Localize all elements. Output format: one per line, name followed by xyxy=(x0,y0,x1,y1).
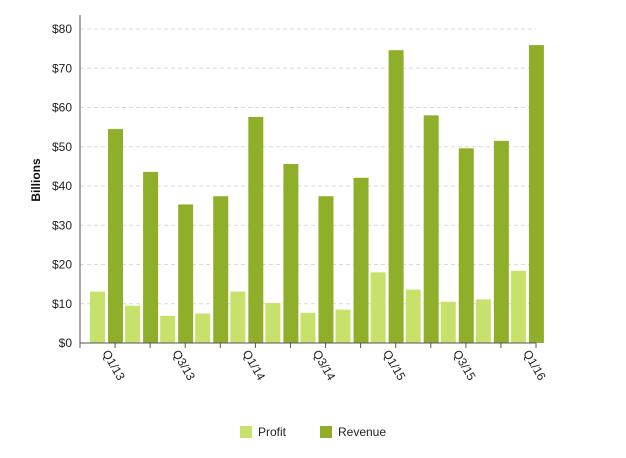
legend-label-profit: Profit xyxy=(257,425,286,439)
x-tick-label: Q3/14 xyxy=(310,348,339,384)
y-tick-label: $0 xyxy=(59,336,73,350)
y-tick-label: $10 xyxy=(52,297,72,311)
bar-profit[interactable] xyxy=(510,270,526,343)
bar-revenue[interactable] xyxy=(318,196,334,343)
bar-profit[interactable] xyxy=(370,272,386,343)
bar-revenue[interactable] xyxy=(528,45,544,343)
legend-swatch-profit xyxy=(239,426,252,438)
bar-revenue[interactable] xyxy=(493,140,509,343)
bar-profit[interactable] xyxy=(335,309,351,343)
bar-profit[interactable] xyxy=(475,299,491,343)
bars xyxy=(90,45,544,343)
y-axis-label: Billions xyxy=(29,158,43,202)
bar-revenue[interactable] xyxy=(388,50,404,343)
bar-revenue[interactable] xyxy=(423,115,439,343)
bar-profit[interactable] xyxy=(160,315,176,343)
bar-profit[interactable] xyxy=(300,312,316,343)
bar-profit[interactable] xyxy=(440,301,456,343)
bar-revenue[interactable] xyxy=(353,177,369,343)
y-tick-label: $40 xyxy=(52,179,72,193)
bar-profit[interactable] xyxy=(125,305,141,343)
bar-revenue[interactable] xyxy=(108,129,123,343)
x-tick-label: Q3/13 xyxy=(170,348,199,384)
y-tick-label: $80 xyxy=(52,22,72,36)
bar-revenue[interactable] xyxy=(283,164,299,343)
bar-profit[interactable] xyxy=(230,291,246,343)
x-tick-label: Q1/14 xyxy=(240,348,269,384)
y-tick-label: $30 xyxy=(52,218,72,232)
y-tick-label: $20 xyxy=(52,258,72,272)
y-tick-label: $70 xyxy=(52,61,72,75)
bar-profit[interactable] xyxy=(405,289,421,343)
legend-item-profit[interactable]: Profit xyxy=(239,425,286,439)
x-tick-label: Q1/13 xyxy=(99,348,128,384)
bar-revenue[interactable] xyxy=(143,171,159,343)
y-axis-ticks: $0 $10 $20 $30 $40 $50 $60 $70 $80 xyxy=(52,22,72,350)
bar-profit[interactable] xyxy=(90,291,105,343)
x-tick-label: Q1/15 xyxy=(380,348,409,384)
legend-swatch-revenue xyxy=(319,426,332,438)
bar-profit[interactable] xyxy=(195,313,211,343)
bar-profit[interactable] xyxy=(265,302,281,343)
bar-revenue[interactable] xyxy=(178,204,194,343)
bar-revenue[interactable] xyxy=(248,116,264,343)
legend-item-revenue[interactable]: Revenue xyxy=(319,425,387,439)
x-tick-label: Q1/16 xyxy=(520,348,549,384)
x-axis-ticks: Q1/13 Q3/13 Q1/14 Q3/14 Q1/15 Q3/15 Q1/16 xyxy=(79,343,549,384)
y-tick-label: $50 xyxy=(52,140,72,154)
bar-revenue[interactable] xyxy=(213,196,229,343)
legend: Profit Revenue xyxy=(0,425,626,439)
x-tick-label: Q3/15 xyxy=(450,348,479,384)
bar-revenue[interactable] xyxy=(458,148,474,343)
y-tick-label: $60 xyxy=(52,101,72,115)
legend-label-revenue: Revenue xyxy=(337,425,387,439)
